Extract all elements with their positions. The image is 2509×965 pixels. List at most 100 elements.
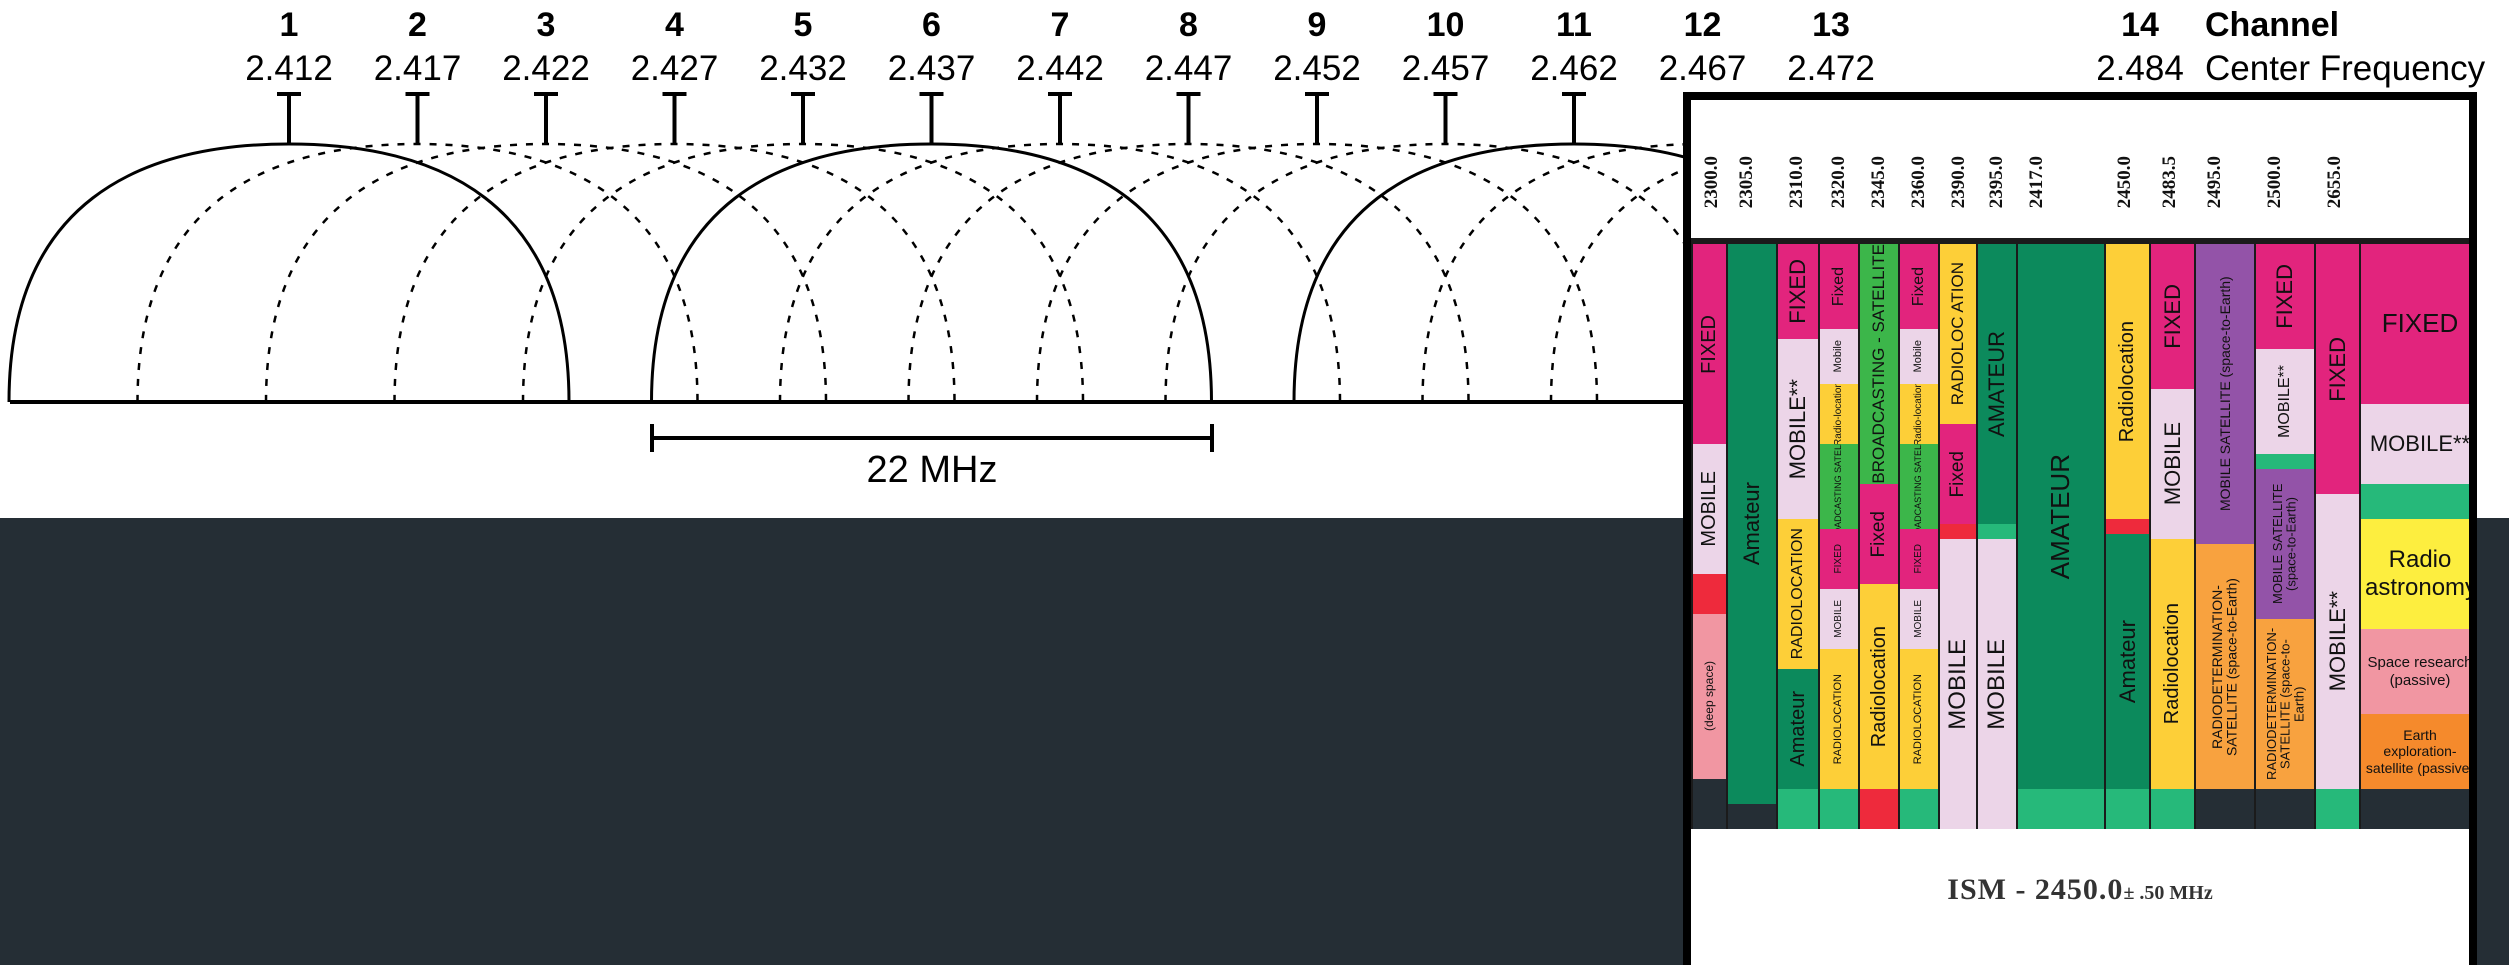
alloc-col-2483: FIXED MOBILE Radiolocation <box>2149 244 2194 829</box>
channel-tick-11 <box>1562 92 1586 143</box>
mobile-band: MOBILE** <box>1776 339 1818 519</box>
radiolocation-band: Radio-location <box>1898 384 1938 444</box>
fixed-band: FIXED <box>1776 244 1818 339</box>
channel-arc-dashed-5 <box>521 142 1085 403</box>
channel-number-1: 1 <box>280 6 299 44</box>
channel-frequency-11: 2.462 <box>1530 49 1618 88</box>
mobile-band: MOBILE** <box>2254 349 2314 454</box>
radiolocation-band: Radiolocation <box>2149 539 2194 789</box>
channel-overlap-diagram: 1 2.412 2 2.417 3 2.422 4 2.427 5 2.432 6 2.437 7 2.4… <box>7 6 2486 491</box>
space-research-band: Space research (passive) <box>2359 629 2469 714</box>
alloc-col-2450: Radiolocation Amateur <box>2104 244 2149 829</box>
mobile-band: MOBILE <box>1898 589 1938 649</box>
channel-number-13: 13 <box>1812 6 1850 44</box>
channel-tick-6 <box>919 92 944 143</box>
mobile-band: MOBILE <box>1976 539 2016 829</box>
channel-frequency-6: 2.437 <box>888 49 976 88</box>
channel-arc-solid-6 <box>650 142 1213 403</box>
bandwidth-marker: 22 MHz <box>650 424 1214 491</box>
mobile-band: MOBILE** <box>2314 494 2359 789</box>
channel-tick-7 <box>1048 92 1072 143</box>
alloc-col-2417: AMATEUR <box>2016 244 2104 829</box>
channel-number-14: 14 <box>2121 6 2159 44</box>
amateur-band: Amateur <box>2104 534 2149 789</box>
broadcasting-satellite-band: BROADCASTING SATELLITE <box>1898 444 1938 529</box>
fixed-band: FIXED <box>1898 529 1938 589</box>
radiolocation-band: Radiolocation <box>2104 244 2149 519</box>
channel-arc-dashed-8 <box>907 142 1470 403</box>
channel-arc-dashed-3 <box>264 142 828 403</box>
alloc-col-2390: RADIOLOC ATION Fixed MOBILE <box>1938 244 1976 829</box>
channel-number-6: 6 <box>922 6 941 44</box>
channel-number-8: 8 <box>1179 6 1198 44</box>
channel-number-3: 3 <box>537 6 556 44</box>
mobile-band: MOBILE <box>1818 589 1858 649</box>
alloc-col-2320: Fixed Mobile Radio-location BROADCASTING… <box>1818 244 1858 829</box>
channel-frequency-9: 2.452 <box>1273 49 1361 88</box>
channel-number-5: 5 <box>794 6 813 44</box>
alloc-col-2300: FIXED MOBILE (deep space) <box>1691 244 1726 829</box>
channel-frequency-5: 2.432 <box>759 49 847 88</box>
channel-number-11: 11 <box>1556 6 1592 44</box>
channel-frequency-10: 2.457 <box>1402 49 1490 88</box>
fixed-band: FIXED <box>2254 244 2314 349</box>
channel-number-4: 4 <box>665 6 684 44</box>
channel-frequency-12: 2.467 <box>1659 49 1747 88</box>
radiolocation-band: RADIOLOC ATION <box>1938 244 1976 424</box>
radiolocation-band: RADIOLOCATION <box>1818 649 1858 789</box>
mobile-band: MOBILE** <box>2359 404 2469 484</box>
channel-tick-3 <box>534 92 558 143</box>
broadcasting-satellite-band: BROADCASTING SATELLITE <box>1818 444 1858 529</box>
channel-tick-5 <box>791 92 815 143</box>
bandwidth-label: 22 MHz <box>867 449 998 491</box>
channel-arc-dashed-7 <box>778 142 1342 403</box>
channel-number-10: 10 <box>1427 6 1465 44</box>
channel-tick-2 <box>405 92 430 143</box>
alloc-col-2500: FIXED MOBILE** MOBILE SATELLITE (space-t… <box>2254 244 2314 829</box>
radiolocation-band: Radio-location <box>1818 384 1858 444</box>
channel-tick-9 <box>1305 92 1329 143</box>
radiolocation-band: RADIOLOCATION <box>1776 519 1818 669</box>
amateur-band: AMATEUR <box>1976 244 2016 524</box>
channel-frequency-7: 2.442 <box>1016 49 1104 88</box>
channel-arc-dashed-2 <box>136 142 699 403</box>
channel-tick-1 <box>277 92 301 143</box>
fixed-band: Fixed <box>1898 244 1938 329</box>
earth-exploration-band: Earth exploration-satellite (passive) <box>2359 714 2469 789</box>
channel-arc-solid-1 <box>7 142 571 403</box>
alloc-col-2345: BROADCASTING - SATELLITE Fixed Radioloca… <box>1858 244 1898 829</box>
alloc-col-2360: Fixed Mobile Radio-location BROADCASTING… <box>1898 244 1938 829</box>
amateur-band: AMATEUR <box>2016 244 2104 789</box>
mobile-band: Mobile <box>1818 329 1858 384</box>
amateur-band: Amateur <box>1726 244 1776 804</box>
mobile-satellite-band: MOBILE SATELLITE (space-to-Earth) <box>2254 469 2314 619</box>
red-band <box>1691 574 1726 614</box>
mobile-band: MOBILE <box>1938 539 1976 829</box>
channel-frequency-3: 2.422 <box>502 49 590 88</box>
amateur-band: Amateur <box>1776 669 1818 789</box>
alloc-col-2310: FIXED MOBILE** RADIOLOCATION Amateur <box>1776 244 1818 829</box>
fixed-band: Fixed <box>1818 244 1858 329</box>
channel-number-9: 9 <box>1308 6 1327 44</box>
mobile-band: Mobile <box>1898 329 1938 384</box>
frequency-allocation-chart: 2300.0 2305.0 2310.0 2320.0 2345.0 2360.0 2390… <box>1683 92 2477 965</box>
rdss-band: RADIODETERMINATION- SATELLITE (space-to-… <box>2254 619 2314 789</box>
channel-tick-4 <box>662 92 687 143</box>
alloc-col-2395: AMATEUR MOBILE <box>1976 244 2016 829</box>
radio-astronomy-band: Radio astronomy <box>2359 519 2469 629</box>
channel-frequency-8: 2.447 <box>1145 49 1233 88</box>
channel-arc-dashed-10 <box>1164 142 1727 403</box>
fixed-band: FIXED <box>2314 244 2359 494</box>
channel-frequency-4: 2.427 <box>631 49 719 88</box>
channel-number-2: 2 <box>408 6 427 44</box>
fixed-band: FIXED <box>1691 244 1726 444</box>
channel-tick-10 <box>1433 92 1458 143</box>
channel-frequency-1: 2.412 <box>245 49 333 88</box>
fixed-band: FIXED <box>1818 529 1858 589</box>
alloc-col-2305: Amateur <box>1726 244 1776 829</box>
fixed-band: FIXED <box>2359 244 2469 404</box>
channel-frequency-2: 2.417 <box>374 49 462 88</box>
mobile-satellite-band: MOBILE SATELLITE (space-to-Earth) <box>2194 244 2254 544</box>
deep-space-band: (deep space) <box>1691 614 1726 779</box>
channel-frequency-14: 2.484 <box>2096 49 2184 88</box>
